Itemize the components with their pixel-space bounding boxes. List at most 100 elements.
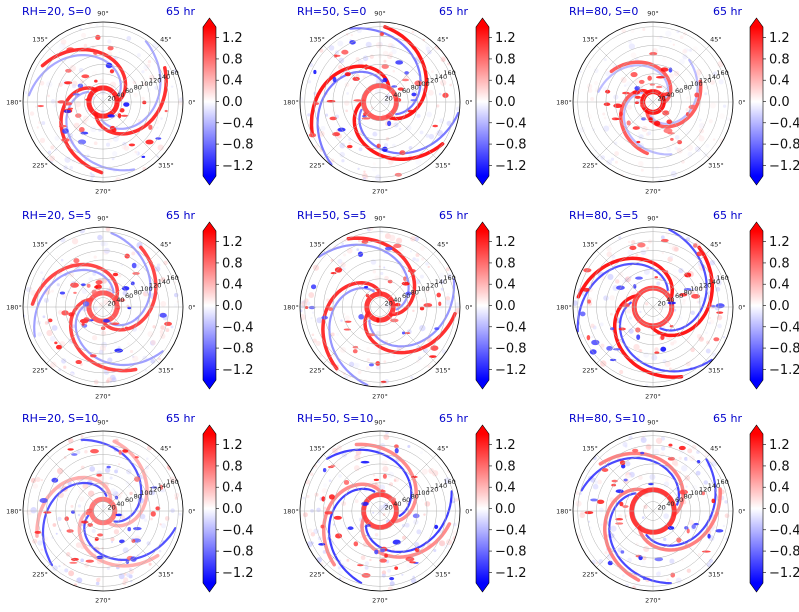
field-cell <box>660 446 666 451</box>
field-cell <box>35 105 38 108</box>
field-cell <box>647 239 652 244</box>
field-cell <box>646 246 650 250</box>
field-cell <box>56 283 60 287</box>
convective-cell <box>85 559 94 563</box>
field-cell <box>91 528 96 534</box>
field-cell <box>712 352 717 357</box>
field-cell <box>359 536 362 539</box>
field-cell <box>663 537 667 542</box>
field-cell <box>666 578 670 582</box>
field-cell <box>23 507 26 512</box>
field-cell <box>692 46 698 52</box>
convective-cell <box>622 91 630 95</box>
field-cell <box>383 266 386 269</box>
theta-tick-label: 270° <box>645 188 661 196</box>
field-cell <box>311 333 315 337</box>
theta-tick-label: 0° <box>738 508 745 516</box>
field-cell <box>318 354 322 358</box>
field-cell <box>724 513 730 519</box>
radial-tick-label: 140 <box>708 482 720 490</box>
field-cell <box>81 288 88 295</box>
colorbar: 1.2 0.8 0.4 0.0 −0.4 −0.8 −1.2 <box>202 17 254 186</box>
field-cell <box>421 298 425 303</box>
field-cell <box>698 296 705 303</box>
field-cell <box>83 43 88 48</box>
convective-cell <box>629 245 637 251</box>
field-cell <box>698 336 704 342</box>
field-cell <box>628 43 635 50</box>
convective-cell <box>150 511 156 517</box>
angular-gridline <box>46 510 104 568</box>
field-cell <box>606 251 613 258</box>
polar-frame <box>22 430 184 592</box>
field-cell <box>656 281 661 286</box>
panel-title: RH=20, S=0 <box>22 5 91 18</box>
field-cell <box>132 355 139 362</box>
field-cell <box>706 340 710 345</box>
field-cell <box>141 96 145 101</box>
field-cell <box>590 96 595 102</box>
field-cell <box>123 314 130 320</box>
field-cell <box>625 461 631 467</box>
convective-cell <box>423 303 433 308</box>
rainband-negative <box>618 301 713 373</box>
field-cell <box>396 536 400 539</box>
colorbar-tick-label: 0.0 <box>769 502 790 517</box>
field-cell <box>317 536 322 541</box>
convective-cell <box>145 139 154 145</box>
field-cell <box>310 532 316 537</box>
field-cell <box>320 562 324 565</box>
convective-cell <box>34 530 42 534</box>
field-cell <box>363 378 367 383</box>
colorbar-tick-label: −0.8 <box>495 138 527 153</box>
field-cell <box>114 23 117 26</box>
field-cell <box>661 505 667 512</box>
colorbar-tick-label: 0.0 <box>495 299 516 314</box>
angular-gridline <box>596 510 654 568</box>
field-cell <box>417 272 421 276</box>
field-cell <box>683 32 687 36</box>
rainband <box>94 66 168 136</box>
colorbar-tick-label: −0.8 <box>222 342 254 357</box>
field-cell <box>664 304 667 307</box>
convective-cell <box>341 49 349 55</box>
field-cell <box>685 361 691 367</box>
field-cell <box>708 558 714 563</box>
radial-tick-label: 100 <box>140 285 152 293</box>
colorbar-extend-max <box>750 222 763 231</box>
convective-cell <box>159 312 167 318</box>
field-cell <box>357 173 361 176</box>
convective-cell <box>432 124 439 128</box>
colorbar-tick-label: 1.2 <box>495 31 516 46</box>
field-cell <box>416 529 422 535</box>
convective-cell <box>688 104 697 110</box>
field-cell <box>428 133 435 140</box>
field-cell <box>633 344 640 351</box>
convective-cell <box>117 113 122 119</box>
field-cell <box>80 434 84 438</box>
field-cell <box>702 152 708 157</box>
field-cell <box>390 44 395 49</box>
field-cell <box>708 119 713 124</box>
radial-tick-label: 20 <box>385 503 393 511</box>
field-cell <box>603 116 607 120</box>
field-cell <box>326 298 330 302</box>
field-cell <box>424 501 431 507</box>
field-cell <box>614 160 618 164</box>
angular-gridline <box>379 101 437 159</box>
convective-cell <box>118 450 122 455</box>
convective-cell <box>109 125 116 131</box>
convective-cell <box>106 465 111 469</box>
field-cell <box>114 469 118 474</box>
convective-cell <box>164 109 168 113</box>
field-cell <box>584 111 588 115</box>
field-cell <box>638 83 644 89</box>
field-cell <box>354 362 360 368</box>
field-cell <box>58 565 61 568</box>
field-cell <box>337 570 343 576</box>
theta-tick-label: 0° <box>188 508 195 516</box>
field-cell <box>426 111 433 118</box>
radial-tick-label: 60 <box>402 496 410 504</box>
convective-cell <box>132 526 142 531</box>
field-cell <box>324 113 329 117</box>
